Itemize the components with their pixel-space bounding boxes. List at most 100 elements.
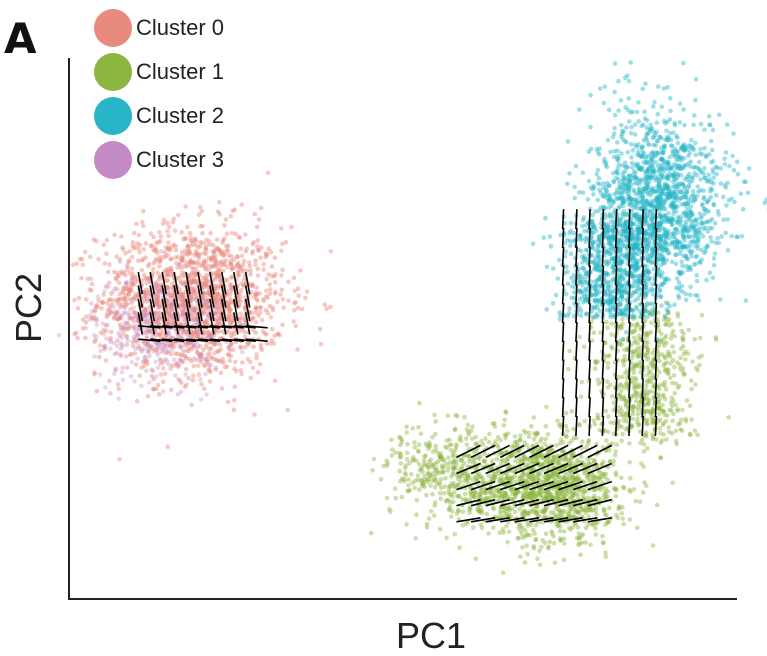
point-cluster-0: [168, 272, 173, 278]
point-cluster-0: [269, 338, 275, 343]
point-cluster-0: [178, 352, 183, 358]
point-cluster-1: [564, 434, 569, 440]
point-cluster-0: [215, 209, 221, 214]
point-cluster-0: [255, 298, 260, 304]
point-cluster-1: [579, 379, 585, 385]
point-cluster-1: [437, 526, 443, 532]
point-cluster-0: [175, 254, 181, 260]
point-cluster-1: [447, 506, 452, 512]
point-cluster-0: [269, 264, 275, 269]
point-cluster-1: [398, 442, 403, 448]
point-cluster-0: [264, 288, 269, 294]
point-cluster-3: [89, 276, 94, 282]
point-cluster-2: [731, 131, 736, 136]
point-cluster-0: [126, 291, 132, 297]
point-cluster-1: [586, 438, 592, 443]
point-cluster-1: [699, 353, 704, 359]
point-cluster-1: [520, 535, 526, 541]
point-cluster-0: [226, 345, 231, 351]
point-cluster-0: [112, 286, 118, 291]
point-cluster-1: [688, 378, 694, 383]
point-cluster-0: [189, 243, 194, 249]
point-cluster-0: [179, 299, 185, 305]
point-cluster-3: [155, 365, 161, 370]
point-cluster-1: [642, 480, 647, 485]
point-cluster-3: [120, 377, 126, 383]
point-cluster-1: [620, 316, 625, 322]
point-cluster-0: [147, 261, 152, 267]
point-cluster-1: [512, 434, 518, 439]
point-cluster-3: [94, 316, 99, 322]
point-cluster-2: [541, 235, 546, 240]
point-cluster-0: [197, 252, 202, 257]
point-cluster-1: [672, 334, 678, 339]
point-cluster-0: [239, 202, 245, 207]
point-cluster-0: [160, 360, 166, 365]
point-cluster-1: [631, 340, 637, 346]
point-cluster-0: [202, 281, 207, 286]
point-cluster-0: [156, 317, 161, 323]
point-cluster-1: [525, 551, 530, 557]
point-cluster-1: [392, 486, 398, 492]
point-cluster-0: [271, 274, 277, 279]
point-cluster-3: [120, 365, 125, 371]
point-cluster-0: [80, 326, 86, 331]
point-cluster-0: [161, 254, 166, 260]
point-cluster-0: [214, 299, 219, 304]
point-cluster-0: [156, 283, 161, 288]
point-cluster-0: [118, 315, 123, 321]
point-cluster-0: [217, 274, 222, 279]
point-cluster-2: [724, 122, 730, 127]
point-cluster-1: [480, 442, 486, 447]
point-cluster-1: [537, 562, 543, 568]
point-cluster-1: [613, 470, 619, 475]
point-cluster-0: [255, 248, 261, 253]
point-cluster-1: [492, 421, 497, 426]
point-cluster-0: [130, 243, 136, 248]
point-cluster-0: [190, 241, 196, 247]
point-cluster-1: [430, 435, 435, 440]
point-cluster-1: [535, 556, 540, 561]
point-cluster-1: [450, 494, 455, 500]
point-cluster-0: [157, 333, 163, 339]
point-cluster-0: [181, 303, 186, 309]
point-cluster-1: [630, 408, 636, 414]
point-cluster-1: [384, 495, 390, 501]
point-cluster-1: [402, 470, 408, 476]
point-cluster-0: [259, 317, 265, 323]
point-cluster-0: [192, 307, 197, 313]
point-cluster-0: [139, 365, 144, 370]
point-cluster-1: [404, 522, 409, 527]
point-cluster-1: [645, 446, 650, 451]
point-cluster-0: [120, 288, 125, 294]
point-cluster-0: [197, 352, 203, 358]
point-cluster-0: [177, 293, 183, 298]
point-cluster-0: [107, 378, 112, 384]
point-cluster-1: [535, 455, 540, 461]
point-cluster-1: [643, 330, 649, 336]
point-cluster-0: [275, 299, 280, 305]
point-cluster-1: [512, 474, 518, 479]
point-cluster-1: [424, 492, 429, 498]
point-cluster-0: [172, 228, 178, 233]
point-cluster-0: [223, 258, 229, 263]
point-cluster-0: [131, 310, 137, 316]
point-cluster-1: [452, 427, 458, 433]
point-cluster-0: [171, 242, 177, 248]
point-cluster-1: [397, 450, 402, 456]
point-cluster-0: [273, 272, 278, 277]
point-cluster-0: [157, 274, 163, 280]
point-cluster-0: [108, 391, 113, 396]
point-cluster-0: [148, 344, 154, 350]
point-cluster-0: [146, 329, 151, 334]
point-cluster-1: [520, 545, 525, 550]
point-cluster-0: [180, 360, 185, 365]
point-cluster-0: [191, 279, 196, 285]
point-cluster-3: [97, 372, 103, 377]
point-cluster-1: [699, 312, 705, 318]
point-cluster-1: [609, 332, 614, 337]
point-cluster-0: [269, 327, 275, 332]
point-cluster-0: [189, 271, 194, 276]
point-cluster-1: [565, 428, 570, 433]
point-cluster-3: [146, 380, 152, 385]
